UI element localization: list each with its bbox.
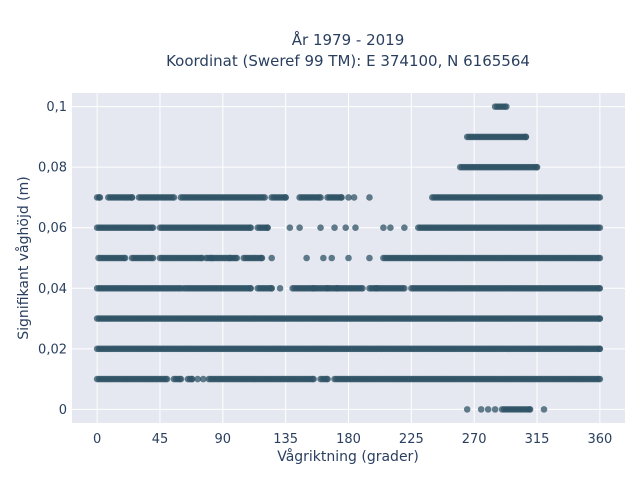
data-point: [324, 375, 331, 383]
data-point: [296, 224, 303, 232]
data-point: [170, 194, 178, 201]
data-point: [338, 194, 345, 201]
data-point: [345, 254, 352, 262]
data-point: [331, 224, 338, 232]
data-point: [463, 406, 471, 413]
chart-title-line-1: År 1979 - 2019: [292, 30, 405, 49]
x-tick-label: 0: [93, 432, 101, 447]
data-point: [149, 224, 157, 232]
data-point: [268, 254, 275, 262]
data-point: [401, 284, 408, 292]
x-axis-title: Vågriktning (grader): [277, 448, 419, 465]
data-point: [334, 284, 341, 292]
data-point: [208, 254, 215, 262]
data-point: [484, 406, 492, 413]
data-point: [352, 224, 359, 232]
data-point: [258, 254, 266, 262]
y-tick-label: 0: [59, 403, 67, 418]
x-tick-label: 315: [525, 432, 550, 447]
data-point: [596, 345, 604, 353]
data-point: [317, 194, 324, 201]
x-tick-label: 180: [336, 432, 361, 447]
data-point: [282, 194, 289, 201]
x-tick-label: 270: [462, 432, 487, 447]
data-point: [233, 254, 241, 262]
data-point: [310, 284, 317, 292]
x-tick-label: 135: [273, 432, 298, 447]
y-tick-label: 0,06: [38, 221, 67, 236]
data-point: [596, 224, 604, 232]
data-point: [328, 254, 336, 262]
data-point: [303, 254, 310, 262]
data-point: [373, 284, 380, 292]
data-point: [540, 406, 548, 413]
chart-title-line-2: Koordinat (Sweref 99 TM): E 374100, N 61…: [166, 52, 530, 70]
data-point: [194, 375, 201, 383]
data-point: [401, 224, 408, 232]
data-point: [96, 194, 104, 201]
data-point: [477, 406, 485, 413]
data-point: [247, 284, 255, 292]
x-tick-label: 45: [152, 432, 169, 447]
data-point: [596, 284, 604, 292]
data-point: [320, 254, 327, 262]
data-point: [199, 375, 207, 383]
data-point: [149, 254, 157, 262]
data-point: [491, 406, 499, 413]
y-tick-label: 0,02: [38, 342, 67, 357]
data-point: [286, 224, 294, 232]
data-points: [93, 103, 604, 413]
data-point: [226, 254, 234, 262]
data-point: [342, 224, 350, 232]
data-point: [345, 194, 352, 201]
y-axis-ticks: 0 0,02 0,04 0,06 0,08 0,1: [38, 100, 67, 418]
y-tick-label: 0,1: [46, 100, 67, 115]
data-point: [163, 375, 171, 383]
data-point: [121, 254, 129, 262]
data-point: [503, 103, 510, 110]
data-point: [177, 375, 185, 383]
data-point: [366, 194, 373, 201]
data-point: [324, 284, 331, 292]
data-point: [128, 194, 136, 201]
data-point: [533, 163, 541, 171]
data-point: [188, 375, 196, 383]
data-point: [596, 375, 604, 383]
x-tick-label: 225: [399, 432, 424, 447]
data-point: [350, 194, 358, 201]
data-point: [596, 254, 604, 262]
data-point: [264, 224, 271, 232]
data-point: [247, 224, 255, 232]
data-point: [268, 284, 275, 292]
data-point: [596, 194, 604, 201]
x-tick-label: 90: [215, 432, 232, 447]
data-point: [380, 224, 387, 232]
data-point: [310, 375, 317, 383]
data-point: [276, 284, 284, 292]
x-tick-label: 360: [587, 432, 612, 447]
data-point: [359, 284, 366, 292]
data-point: [526, 406, 534, 413]
data-point: [261, 194, 269, 201]
data-point: [387, 224, 394, 232]
data-point: [596, 315, 604, 322]
y-axis-title: Signifikant våghöjd (m): [15, 176, 32, 339]
y-tick-label: 0,04: [38, 282, 67, 297]
data-point: [522, 133, 530, 141]
y-tick-label: 0,08: [38, 161, 67, 176]
data-point: [366, 254, 373, 262]
x-axis-ticks: 0 45 90 135 180 225 270 315 360: [93, 432, 612, 447]
data-point: [317, 224, 324, 232]
